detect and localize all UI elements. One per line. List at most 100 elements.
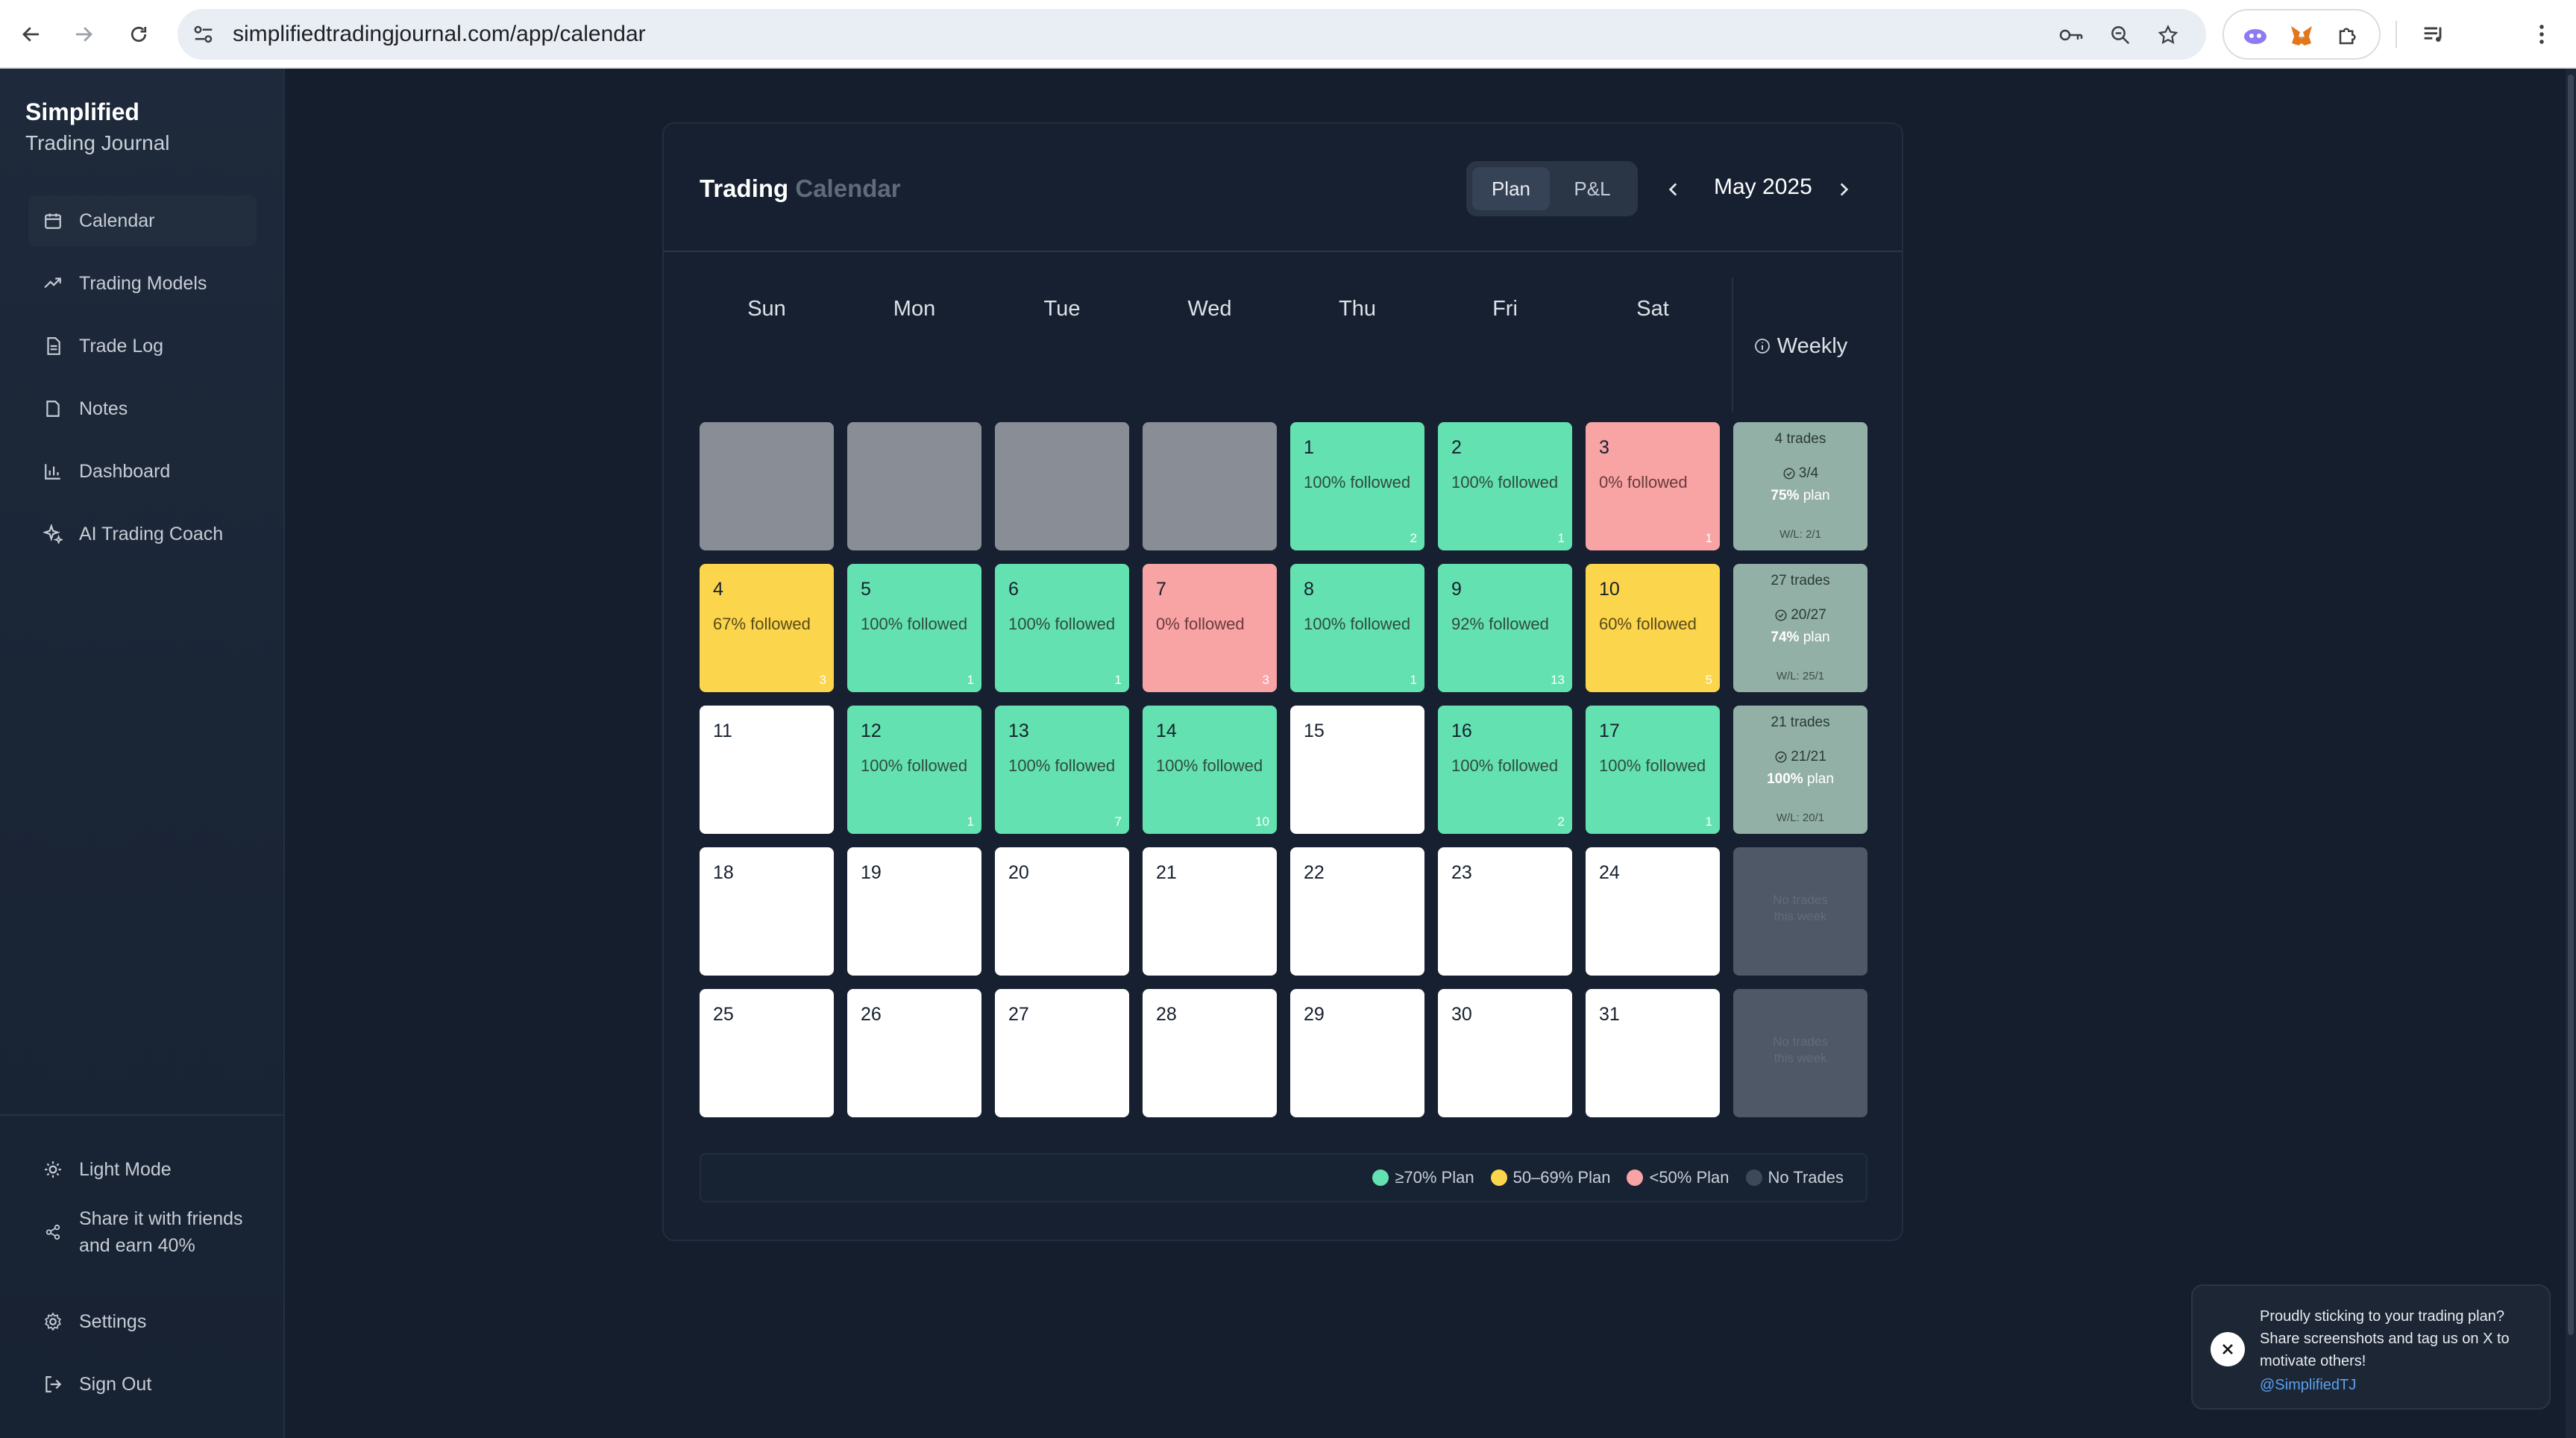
sidebar-item-notes[interactable]: Notes — [28, 383, 257, 434]
day-number: 15 — [1304, 720, 1325, 741]
light-mode-toggle[interactable]: Light Mode — [28, 1144, 257, 1195]
day-cell[interactable]: 2 100% followed 1 — [1438, 422, 1572, 550]
site-settings-icon[interactable] — [192, 24, 215, 45]
media-queue-icon[interactable] — [2416, 16, 2452, 52]
day-number: 20 — [1008, 862, 1029, 883]
sidebar-item-label: Calendar — [79, 210, 155, 231]
weekly-plan-count: 21/21 — [1791, 749, 1826, 764]
day-cell[interactable]: 15 — [1290, 706, 1424, 834]
scrollbar-thumb[interactable] — [2568, 75, 2574, 1335]
day-cell[interactable]: 5 100% followed 1 — [847, 564, 981, 692]
info-icon[interactable] — [1753, 337, 1771, 355]
zoom-icon[interactable] — [2108, 22, 2133, 48]
share-referral-link[interactable]: Share it with friends and earn 40% — [28, 1201, 257, 1263]
password-key-icon[interactable] — [2058, 22, 2084, 48]
day-cell[interactable]: 31 — [1586, 989, 1720, 1117]
extension-cloud-icon[interactable] — [2240, 21, 2270, 51]
sparkle-icon — [42, 523, 64, 545]
sidebar-item-dashboard[interactable]: Dashboard — [28, 446, 257, 497]
page-scrollbar[interactable] — [2566, 69, 2576, 1438]
day-cell[interactable]: 24 — [1586, 847, 1720, 976]
weekly-trades: 27 trades — [1771, 573, 1830, 588]
day-cell[interactable]: 11 — [700, 706, 834, 834]
trade-count: 1 — [1705, 531, 1712, 545]
day-cell[interactable]: 19 — [847, 847, 981, 976]
day-number: 11 — [713, 720, 732, 741]
reload-icon[interactable] — [121, 16, 157, 52]
weekday-header: Thu — [1339, 297, 1376, 321]
pnl-toggle-button[interactable]: P&L — [1574, 178, 1611, 200]
day-cell[interactable]: 10 60% followed 5 — [1586, 564, 1720, 692]
day-number: 25 — [713, 1004, 734, 1025]
day-cell[interactable]: 25 — [700, 989, 834, 1117]
sidebar-item-settings[interactable]: Settings — [28, 1296, 257, 1347]
sidebar-item-trade-log[interactable]: Trade Log — [28, 321, 257, 371]
day-cell[interactable]: 20 — [995, 847, 1129, 976]
sidebar-item-calendar[interactable]: Calendar — [28, 195, 257, 246]
legend-label: ≥70% Plan — [1395, 1168, 1474, 1187]
plan-followed: 92% followed — [1451, 615, 1549, 633]
day-cell[interactable]: 1 100% followed 2 — [1290, 422, 1424, 550]
day-cell[interactable]: 13 100% followed 7 — [995, 706, 1129, 834]
weekly-plan-count-row: 3/4 — [1733, 465, 1867, 482]
legend-item: No Trades — [1745, 1168, 1844, 1187]
sign-out-label: Sign Out — [79, 1373, 152, 1395]
sidebar-item-sign-out[interactable]: Sign Out — [28, 1359, 257, 1410]
day-cell[interactable]: 30 — [1438, 989, 1572, 1117]
forward-icon[interactable] — [66, 16, 101, 52]
day-cell[interactable]: 8 100% followed 1 — [1290, 564, 1424, 692]
day-cell[interactable]: 21 — [1143, 847, 1277, 976]
weekly-summary[interactable]: 4 trades 3/4 75% plan W/L: 2/1 — [1733, 422, 1867, 550]
day-number: 7 — [1156, 579, 1166, 600]
weekly-summary[interactable]: 27 trades 20/27 74% plan W/L: 25/1 — [1733, 564, 1867, 692]
sidebar-item-label: Dashboard — [79, 460, 171, 482]
plan-toggle-button[interactable]: Plan — [1472, 167, 1550, 210]
document-icon — [42, 335, 64, 357]
weekly-summary-empty: No trades this week — [1733, 989, 1867, 1117]
day-cell[interactable]: 26 — [847, 989, 981, 1117]
day-cell[interactable]: 16 100% followed 2 — [1438, 706, 1572, 834]
back-icon[interactable] — [13, 16, 49, 52]
sidebar-item-ai-trading-coach[interactable]: AI Trading Coach — [28, 509, 257, 559]
address-bar[interactable]: simplifiedtradingjournal.com/app/calenda… — [178, 9, 2206, 60]
toast-close-button[interactable] — [2211, 1332, 2245, 1366]
day-cell[interactable]: 17 100% followed 1 — [1586, 706, 1720, 834]
day-cell[interactable]: 4 67% followed 3 — [700, 564, 834, 692]
day-cell[interactable]: 29 — [1290, 989, 1424, 1117]
day-cell[interactable]: 28 — [1143, 989, 1277, 1117]
day-cell[interactable]: 6 100% followed 1 — [995, 564, 1129, 692]
toast-handle-link[interactable]: @SimplifiedTJ — [2260, 1377, 2357, 1393]
day-cell[interactable]: 18 — [700, 847, 834, 976]
day-cell[interactable]: 12 100% followed 1 — [847, 706, 981, 834]
bookmark-star-icon[interactable] — [2155, 22, 2181, 48]
next-month-button[interactable] — [1827, 173, 1860, 206]
brand-title[interactable]: Simplified — [25, 98, 139, 125]
metamask-fox-icon[interactable] — [2287, 21, 2316, 51]
sidebar-item-trading-models[interactable]: Trading Models — [28, 258, 257, 309]
day-number: 8 — [1304, 579, 1314, 600]
check-circle-icon — [1782, 467, 1796, 480]
plan-followed: 0% followed — [1156, 615, 1245, 633]
day-cell[interactable]: 23 — [1438, 847, 1572, 976]
day-cell[interactable]: 27 — [995, 989, 1129, 1117]
extensions-puzzle-icon[interactable] — [2333, 21, 2363, 51]
browser-menu-icon[interactable] — [2524, 16, 2560, 52]
day-number: 30 — [1451, 1004, 1472, 1025]
plan-followed: 100% followed — [1304, 473, 1411, 492]
day-cell[interactable]: 9 92% followed 13 — [1438, 564, 1572, 692]
day-cell[interactable]: 22 — [1290, 847, 1424, 976]
weekly-header[interactable]: Weekly — [1733, 333, 1867, 360]
trend-up-icon — [42, 272, 64, 295]
day-cell[interactable]: 14 100% followed 10 — [1143, 706, 1277, 834]
weekly-summary[interactable]: 21 trades 21/21 100% plan W/L: 20/1 — [1733, 706, 1867, 834]
day-number: 13 — [1008, 720, 1029, 741]
trade-count: 2 — [1410, 531, 1417, 545]
url-text[interactable]: simplifiedtradingjournal.com/app/calenda… — [233, 22, 646, 46]
day-cell[interactable]: 7 0% followed 3 — [1143, 564, 1277, 692]
day-cell[interactable]: 3 0% followed 1 — [1586, 422, 1720, 550]
sidebar-item-label: Notes — [79, 398, 128, 419]
share-line-1: Share it with friends — [79, 1208, 243, 1229]
weekly-column-divider — [1732, 277, 1733, 412]
previous-month-button[interactable] — [1657, 173, 1690, 206]
weekly-plan-count: 3/4 — [1798, 465, 1819, 481]
